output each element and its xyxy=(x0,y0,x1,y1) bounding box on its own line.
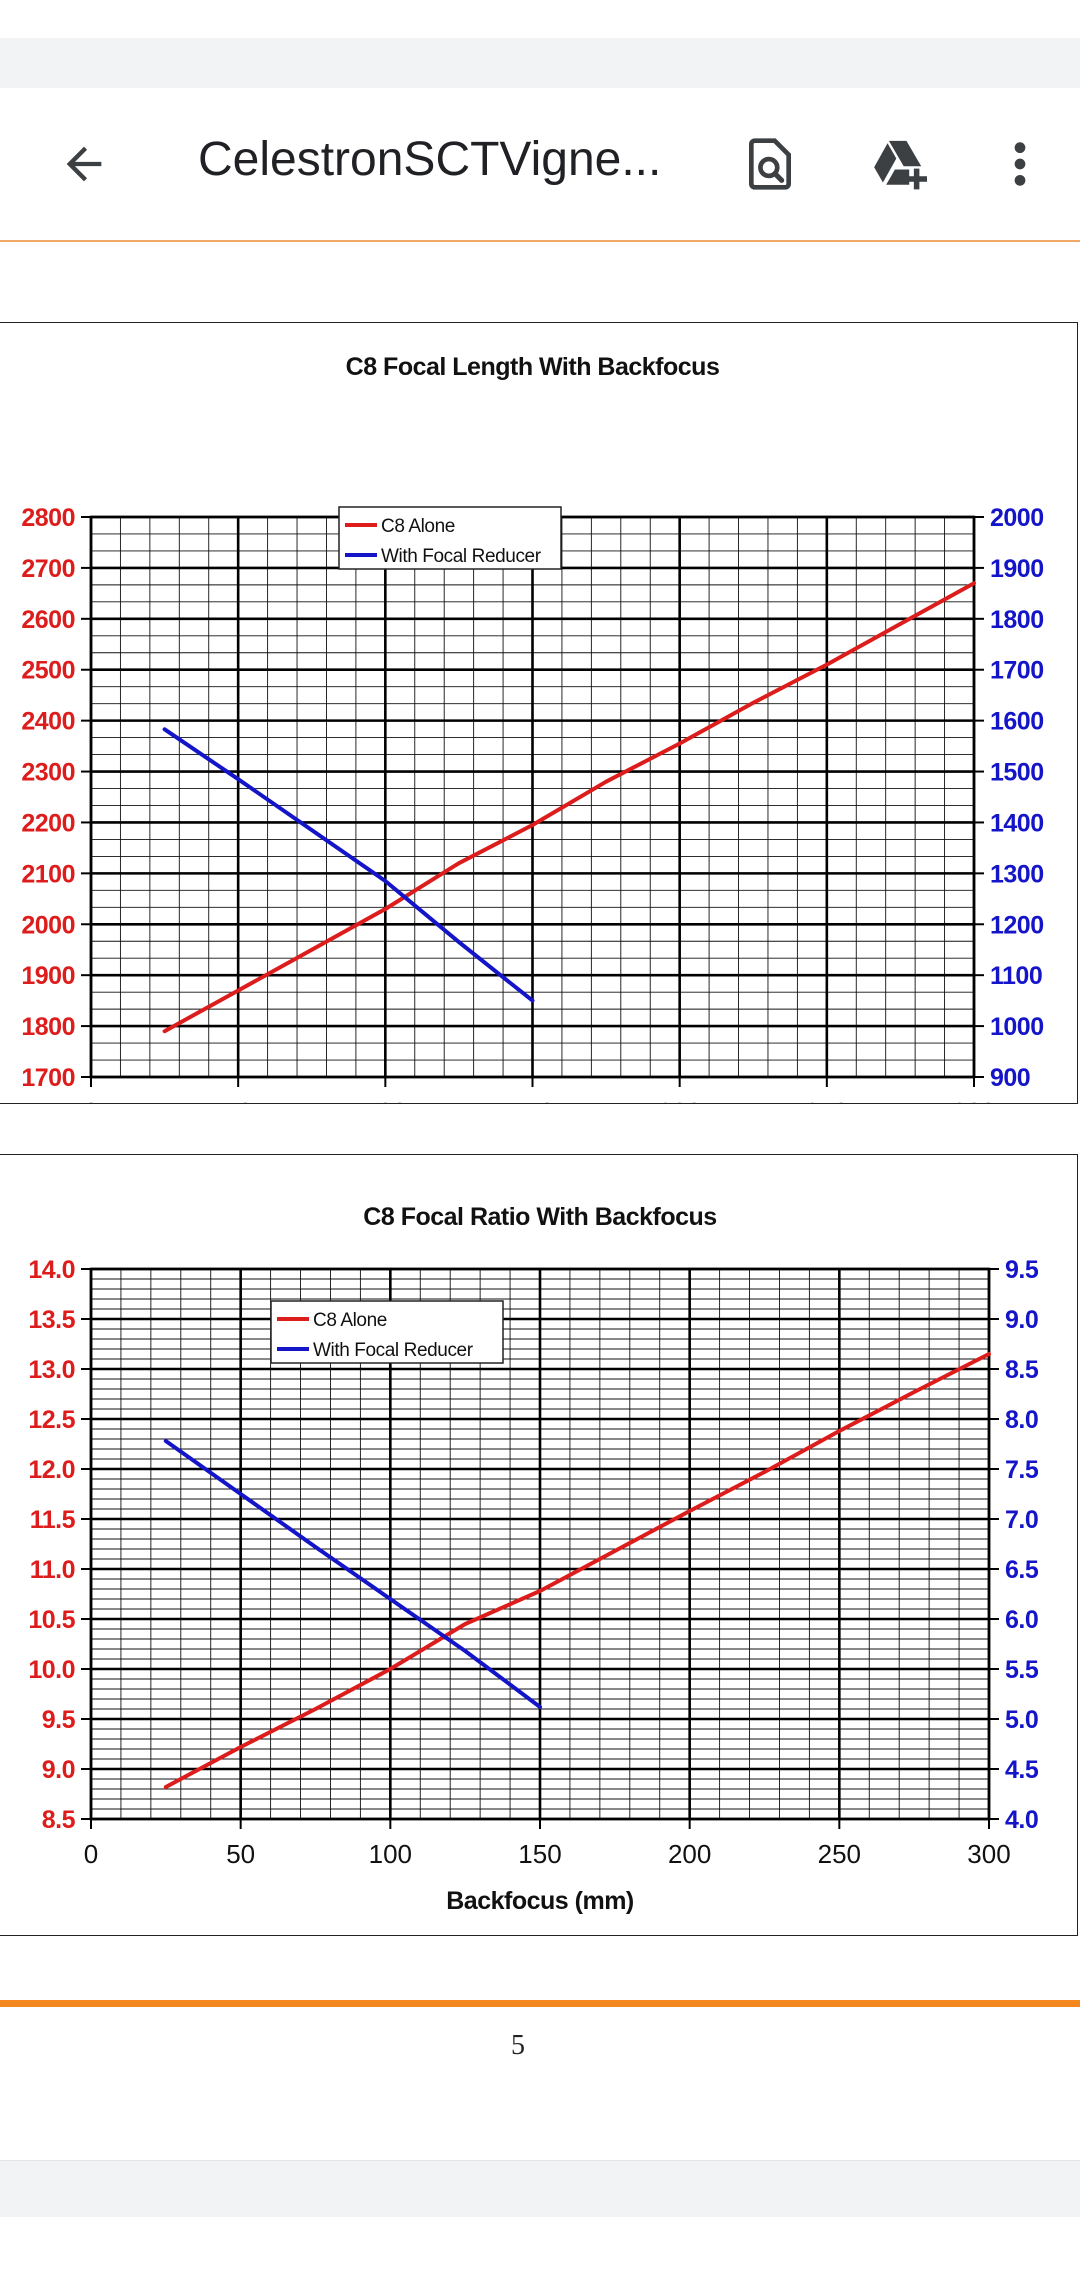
chart-focal-length: C8 Focal Length With Backfocus 1700 1800 19… xyxy=(0,322,1078,1104)
x-tick-label: 50 xyxy=(224,1097,253,1103)
y-tick-label-right: 8.5 xyxy=(1005,1356,1039,1384)
y-tick-label-right: 2000 xyxy=(990,504,1044,532)
page-number: 5 xyxy=(511,2030,525,2061)
x-tick-label: 300 xyxy=(967,1839,1010,1869)
y-tick-label-left: 11.5 xyxy=(30,1506,76,1534)
y-tick-label-right: 9.5 xyxy=(1005,1256,1039,1284)
y-tick-label-left: 2500 xyxy=(21,657,75,685)
series-line-c8-alone xyxy=(162,581,976,1034)
series-line-focal-reducer xyxy=(163,1439,542,1709)
y-tick-label-left: 2000 xyxy=(21,911,75,939)
y-tick-label-left: 2700 xyxy=(21,555,75,583)
legend-label: C8 Alone xyxy=(381,516,455,537)
y-tick-label-right: 1800 xyxy=(990,606,1044,634)
status-area xyxy=(0,0,1080,38)
y-tick-label-left: 12.0 xyxy=(28,1456,75,1484)
x-tick-label: 300 xyxy=(952,1097,995,1103)
x-tick-label: 50 xyxy=(226,1839,255,1869)
y-tick-label-right: 9.0 xyxy=(1005,1306,1038,1334)
x-tick-label: 150 xyxy=(518,1839,561,1869)
y-tick-label-right: 7.0 xyxy=(1005,1506,1038,1534)
x-tick-label: 250 xyxy=(818,1839,861,1869)
y-tick-label-right: 1300 xyxy=(990,860,1044,888)
y-tick-label-left: 12.5 xyxy=(28,1406,75,1434)
y-tick-label-right: 1700 xyxy=(990,657,1044,685)
find-in-document-button[interactable] xyxy=(730,124,810,204)
y-tick-label-right: 1200 xyxy=(990,911,1044,939)
chart-title: C8 Focal Ratio With Backfocus xyxy=(363,1203,716,1231)
x-tick-label: 250 xyxy=(805,1097,848,1103)
y-tick-label-right: 5.0 xyxy=(1005,1706,1038,1734)
series-line-c8-alone xyxy=(163,1352,991,1789)
y-tick-label-right: 7.5 xyxy=(1005,1456,1039,1484)
y-tick-label-right: 900 xyxy=(990,1064,1030,1092)
x-tick-label: 150 xyxy=(511,1097,554,1103)
toolbar: CelestronSCTVigne... xyxy=(0,88,1080,242)
y-tick-label-right: 1900 xyxy=(990,555,1044,583)
y-tick-label-right: 1100 xyxy=(990,962,1042,990)
document-title: CelestronSCTVigne... xyxy=(198,133,662,186)
chart-focal-ratio-svg: C8 Focal Ratio With Backfocus 8.5 9.0 9.5 10… xyxy=(28,1203,1039,1915)
find-in-document-icon xyxy=(749,138,791,190)
legend-box xyxy=(270,1300,504,1364)
y-tick-label-right: 1600 xyxy=(990,708,1044,736)
y-tick-label-left: 8.5 xyxy=(42,1806,76,1834)
chart-focal-ratio: C8 Focal Ratio With Backfocus 8.5 9.0 9.5 10… xyxy=(0,1154,1078,1936)
y-tick-label-left: 10.0 xyxy=(28,1656,75,1684)
x-tick-label: 0 xyxy=(84,1839,98,1869)
app-top-band xyxy=(0,38,1080,89)
y-tick-label-left: 1800 xyxy=(21,1013,75,1041)
page-divider xyxy=(0,2000,1080,2007)
y-tick-label-left: 2100 xyxy=(21,860,75,888)
more-options-button[interactable] xyxy=(980,124,1060,204)
y-tick-label-left: 9.5 xyxy=(42,1706,76,1734)
y-tick-label-right: 6.0 xyxy=(1005,1606,1038,1634)
y-tick-label-left: 2400 xyxy=(21,708,75,736)
y-tick-label-right: 4.5 xyxy=(1005,1756,1039,1784)
series-line-focal-reducer xyxy=(162,727,535,1003)
x-tick-label: 100 xyxy=(364,1097,407,1103)
x-tick-label: 200 xyxy=(668,1839,711,1869)
legend-box xyxy=(338,506,562,570)
y-tick-label-left: 13.0 xyxy=(28,1356,75,1384)
y-tick-label-left: 2800 xyxy=(21,504,75,532)
bottom-band xyxy=(0,2160,1080,2217)
y-tick-label-right: 4.0 xyxy=(1005,1806,1038,1834)
gridlines xyxy=(89,1267,991,1821)
gridlines xyxy=(89,515,976,1079)
chart-legend: C8 Alone With Focal Reducer xyxy=(338,506,562,570)
y-tick-label-left: 1900 xyxy=(21,962,75,990)
chart-legend: C8 Alone With Focal Reducer xyxy=(270,1300,504,1364)
y-tick-label-right: 1500 xyxy=(990,759,1044,787)
chart-title: C8 Focal Length With Backfocus xyxy=(346,353,720,381)
y-tick-label-right: 1000 xyxy=(990,1013,1044,1041)
y-tick-label-right: 6.5 xyxy=(1005,1556,1039,1584)
y-tick-label-left: 9.0 xyxy=(42,1756,75,1784)
y-tick-label-left: 2200 xyxy=(21,809,75,837)
legend-label: With Focal Reducer xyxy=(313,1340,474,1361)
back-button[interactable] xyxy=(44,124,124,204)
legend-label: C8 Alone xyxy=(313,1310,387,1331)
y-tick-label-right: 8.0 xyxy=(1005,1406,1038,1434)
y-tick-label-left: 14.0 xyxy=(28,1256,75,1284)
x-tick-label: 200 xyxy=(658,1097,701,1103)
chart-focal-length-svg: C8 Focal Length With Backfocus 1700 1800 19… xyxy=(21,353,1044,1103)
add-to-drive-icon xyxy=(874,140,927,190)
y-tick-label-left: 13.5 xyxy=(28,1306,75,1334)
more-vertical-icon xyxy=(1014,142,1026,186)
y-tick-label-left: 11.0 xyxy=(30,1556,75,1584)
y-tick-label-left: 2300 xyxy=(21,759,75,787)
y-tick-label-right: 5.5 xyxy=(1005,1656,1039,1684)
x-axis-label: Backfocus (mm) xyxy=(446,1887,634,1915)
x-tick-label: 100 xyxy=(369,1839,412,1869)
x-tick-label: 0 xyxy=(84,1097,98,1103)
legend-label: With Focal Reducer xyxy=(381,546,542,567)
y-tick-label-right: 1400 xyxy=(990,809,1044,837)
arrow-left-icon xyxy=(66,146,102,182)
add-to-drive-button[interactable] xyxy=(860,124,940,204)
y-tick-label-left: 2600 xyxy=(21,606,75,634)
y-tick-label-left: 1700 xyxy=(21,1064,75,1092)
y-tick-label-left: 10.5 xyxy=(28,1606,75,1634)
